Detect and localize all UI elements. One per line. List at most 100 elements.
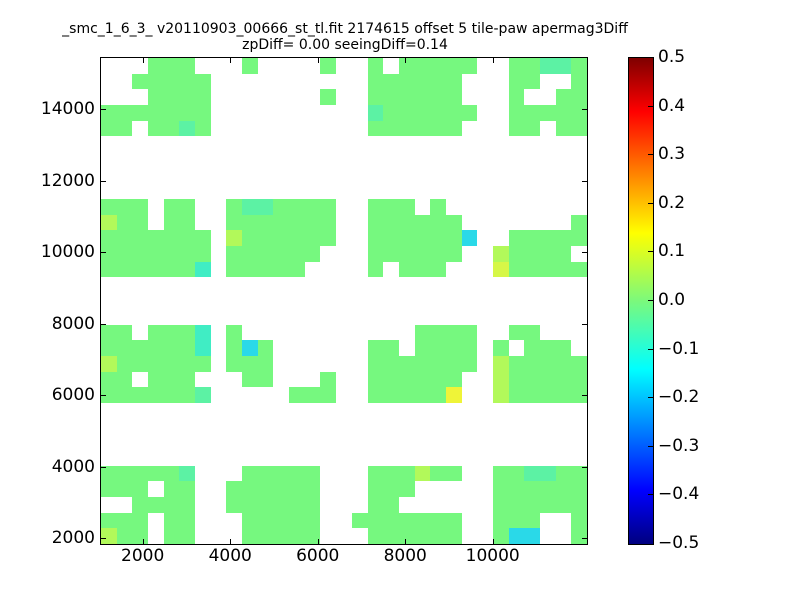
heatmap-cell <box>556 387 571 403</box>
heatmap-cell <box>179 121 195 136</box>
heatmap-cell <box>242 230 258 246</box>
heatmap-cell <box>446 325 462 340</box>
heatmap-cell <box>571 105 587 121</box>
heatmap-cell <box>430 528 446 544</box>
heatmap-cell <box>446 466 462 481</box>
heatmap-cell <box>101 262 117 277</box>
heatmap-cell <box>226 340 242 356</box>
heatmap-cell <box>132 199 148 215</box>
heatmap-cell <box>305 199 320 215</box>
heatmap-cell <box>430 230 446 246</box>
heatmap-cell <box>430 105 446 121</box>
y-tick-mark <box>582 252 587 254</box>
heatmap-cell <box>101 340 117 356</box>
heatmap-cell <box>540 481 556 497</box>
heatmap-cell <box>164 199 179 215</box>
heatmap-cell <box>164 497 179 513</box>
heatmap-cell <box>368 89 383 105</box>
heatmap-cell <box>383 230 399 246</box>
heatmap-cell <box>571 121 587 136</box>
heatmap-cell <box>101 387 117 403</box>
heatmap-cell <box>320 58 336 74</box>
heatmap-cell <box>493 340 509 356</box>
heatmap-cell <box>524 230 540 246</box>
heatmap-cell <box>289 215 305 230</box>
heatmap-cell <box>509 372 524 387</box>
heatmap-cell <box>164 121 179 136</box>
colorbar <box>628 57 654 545</box>
heatmap-cell <box>242 356 258 372</box>
heatmap-cell <box>415 466 430 481</box>
x-tick-label: 10000 <box>465 546 520 566</box>
heatmap-cell <box>399 513 415 528</box>
heatmap-cell <box>509 121 524 136</box>
heatmap-cell <box>493 372 509 387</box>
heatmap-cell <box>117 340 132 356</box>
heatmap-cell <box>273 513 289 528</box>
heatmap-cell <box>132 340 148 356</box>
heatmap-cell <box>383 372 399 387</box>
heatmap-cell <box>242 246 258 262</box>
heatmap-cell <box>164 230 179 246</box>
heatmap-cell <box>132 387 148 403</box>
heatmap-cell <box>446 230 462 246</box>
x-tick-label: 6000 <box>296 546 340 566</box>
heatmap-cell <box>524 105 540 121</box>
heatmap-cell <box>148 387 164 403</box>
colorbar-tick-mark <box>648 251 653 253</box>
heatmap-cell <box>226 215 242 230</box>
heatmap-cell <box>242 58 258 74</box>
heatmap-cell <box>556 230 571 246</box>
heatmap-cell <box>415 372 430 387</box>
x-tick-mark <box>142 58 144 63</box>
y-tick-mark <box>101 395 106 397</box>
colorbar-tick-label: −0.2 <box>658 387 700 408</box>
heatmap-cell <box>148 325 164 340</box>
heatmap-cell <box>258 246 273 262</box>
heatmap-cell <box>383 215 399 230</box>
heatmap-cell <box>164 481 179 497</box>
heatmap-cell <box>368 105 383 121</box>
heatmap-cell <box>415 528 430 544</box>
heatmap-cell <box>179 325 195 340</box>
heatmap-cell <box>540 246 556 262</box>
heatmap-cell <box>132 466 148 481</box>
heatmap-cell <box>164 105 179 121</box>
colorbar-tick-label: 0.1 <box>658 241 686 262</box>
heatmap-cell <box>164 340 179 356</box>
heatmap-cell <box>117 356 132 372</box>
y-tick-mark <box>582 323 587 325</box>
heatmap-cell <box>101 481 117 497</box>
heatmap-cell <box>258 199 273 215</box>
heatmap-cell <box>305 528 320 544</box>
heatmap-cell <box>493 513 509 528</box>
x-tick-label: 4000 <box>208 546 252 566</box>
heatmap-cell <box>101 356 117 372</box>
heatmap-cell <box>430 215 446 230</box>
heatmap-cell <box>148 246 164 262</box>
heatmap-cell <box>556 58 571 74</box>
x-tick-mark <box>405 539 407 544</box>
heatmap-cell <box>242 481 258 497</box>
heatmap-cell <box>368 58 383 74</box>
heatmap-cell <box>289 466 305 481</box>
heatmap-cell <box>179 513 195 528</box>
heatmap-cell <box>258 513 273 528</box>
heatmap-cell <box>305 246 320 262</box>
heatmap-cell <box>383 387 399 403</box>
heatmap-cell <box>320 89 336 105</box>
colorbar-tick-label: 0.5 <box>658 47 686 67</box>
heatmap-cell <box>556 105 571 121</box>
heatmap-cell <box>117 105 132 121</box>
heatmap-cell <box>383 246 399 262</box>
x-tick-mark <box>492 58 494 63</box>
heatmap-cell <box>399 356 415 372</box>
heatmap-cell <box>556 356 571 372</box>
heatmap-cell <box>148 230 164 246</box>
heatmap-cell <box>493 481 509 497</box>
y-tick-label: 8000 <box>51 313 95 334</box>
heatmap-cell <box>320 372 336 387</box>
colorbar-tick-mark <box>648 445 653 447</box>
heatmap-cell <box>242 372 258 387</box>
heatmap-cell <box>399 58 415 74</box>
